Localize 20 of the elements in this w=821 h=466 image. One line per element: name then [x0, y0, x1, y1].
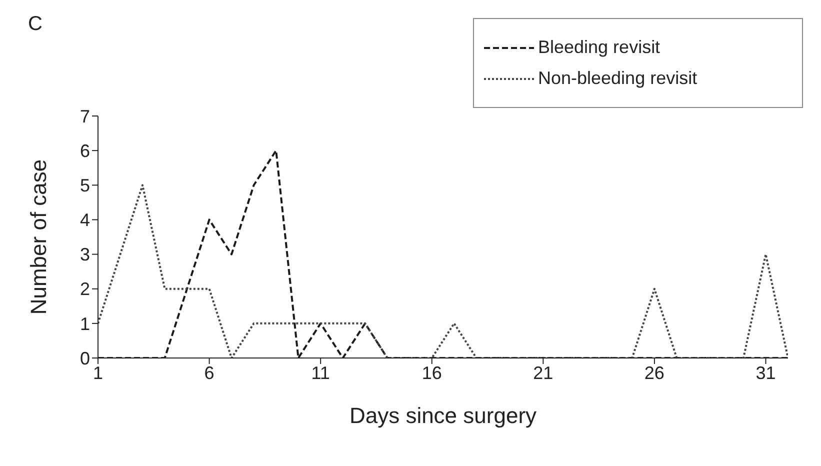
legend-label: Non-bleeding revisit	[538, 68, 698, 89]
x-tick-label: 26	[644, 362, 664, 383]
x-tick-label: 16	[422, 362, 442, 383]
y-tick-label: 1	[80, 314, 90, 334]
x-tick-label: 1	[92, 362, 104, 383]
y-tick-label: 3	[80, 244, 90, 265]
y-tick-label: 0	[80, 348, 90, 368]
y-tick-label: 4	[80, 210, 90, 230]
x-tick-label: 6	[204, 362, 214, 383]
legend-label: Bleeding revisit	[538, 37, 660, 58]
x-tick-label: 21	[533, 362, 554, 383]
y-tick-label: 7	[80, 106, 90, 126]
y-tick-label: 6	[80, 140, 90, 161]
y-axis-title: Number of case	[26, 159, 51, 315]
text: C	[28, 13, 42, 36]
y-tick-label: 5	[80, 176, 90, 196]
x-tick-label: 31	[756, 362, 776, 383]
x-tick-label: 11	[311, 362, 330, 383]
y-tick-label: 2	[80, 279, 90, 300]
x-axis-title: Days since surgery	[349, 403, 537, 428]
